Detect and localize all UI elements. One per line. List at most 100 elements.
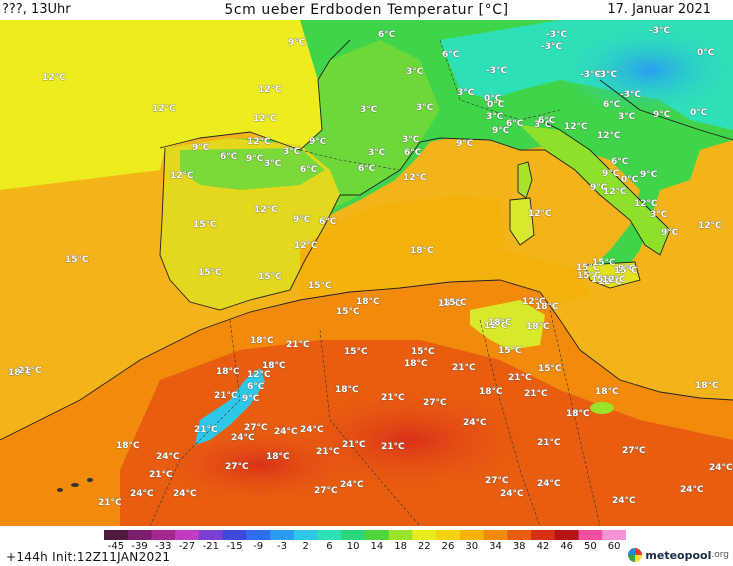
temperature-label: 6°C [358,164,376,174]
temperature-label: 9°C [618,264,636,274]
colorbar [104,530,626,540]
brand-globe-icon [628,548,643,562]
colorbar-segment [531,530,556,540]
colorbar-segment [317,530,342,540]
temperature-label: 18°C [479,387,503,397]
temperature-label: -3°C [649,26,671,36]
temperature-label: 15°C [308,281,332,291]
colorbar-segment [151,530,176,540]
temperature-label: 15°C [576,263,600,273]
temperature-label: 21°C [316,447,340,457]
temperature-label: 24°C [500,489,524,499]
temperature-label: 27°C [225,462,249,472]
temperature-label: 9°C [288,38,306,48]
corsica [518,162,532,198]
temperature-label: 15°C [65,255,89,265]
colorbar-tick-label: -39 [131,541,148,552]
temperature-label: 0°C [484,94,502,104]
temperature-label: 18°C [535,302,559,312]
island [87,478,93,482]
temperature-label: 21°C [98,498,122,508]
temperature-label: 9°C [602,169,620,179]
colorbar-tick-label: 26 [441,541,455,552]
temperature-label: 3°C [650,210,668,220]
temperature-label: 24°C [463,418,487,428]
temperature-label: 18°C [262,361,286,371]
colorbar-tick-label: 50 [584,541,597,552]
temperature-label: 21°C [149,470,173,480]
temperature-label: 21°C [18,366,42,376]
borders [149,39,601,526]
temperature-label: 15°C [498,346,522,356]
header-bar: ???, 13Uhr 5cm ueber Erdboden Temperatur… [0,0,733,20]
bay-of-biscay-region [0,20,322,190]
temperature-label: 18°C [410,246,434,256]
temperature-label: 24°C [537,479,561,489]
temperature-label: 3°C [406,67,424,77]
temperature-label: 21°C [524,389,548,399]
temperature-label: 15°C [614,266,638,276]
temperature-label: 3°C [360,105,378,115]
temperature-label: 21°C [194,425,218,435]
temperature-label: 3°C [618,112,636,122]
colorbar-tick-label: 18 [394,541,407,552]
temperature-label: 12°C [634,199,658,209]
colorbar-tick-label: -15 [226,541,243,552]
temperature-label: 12°C [528,209,552,219]
temperature-label: 9°C [653,110,671,120]
sicily [585,262,640,288]
colorbar-tick-label: -9 [253,541,264,552]
temperature-label: 12°C [564,122,588,132]
colorbar-tick-label: -3 [277,541,287,552]
temperature-label: 12°C [598,277,622,287]
temperature-label: 21°C [537,438,561,448]
temperature-label: 21°C [214,391,238,401]
colorbar-segment [365,530,390,540]
temperature-label: 15°C [592,258,616,268]
colorbar-tick-label: 34 [489,541,502,552]
colorbar-tick-label: -21 [202,541,219,552]
brand-tld: .org [711,550,729,560]
temperature-label: -3°C [541,42,563,52]
mediterranean-sea [300,195,590,305]
temperature-label: 9°C [640,170,658,180]
temperature-label: 12°C [603,187,627,197]
temperature-label: 21°C [508,373,532,383]
island [71,483,79,487]
temperature-label: 18°C [8,368,32,378]
colorbar-tick-label: -33 [155,541,172,552]
temperature-label: 24°C [300,425,324,435]
colorbar-segment [341,530,366,540]
island [57,488,63,492]
brand-logo[interactable]: meteopool .org [628,548,729,562]
temperature-label: 15°C [344,347,368,357]
temperature-label: 27°C [622,446,646,456]
temperature-label: 24°C [156,452,180,462]
colorbar-tick-label: -45 [107,541,125,552]
colorbar-tick-label: 42 [536,541,550,552]
temperature-label: 18°C [526,322,550,332]
temperature-label: 21°C [381,442,405,452]
temperature-label: 18°C [216,367,240,377]
hot-spot-libya [590,402,614,414]
init-time: +144h Init:12Z11JAN2021 [6,550,171,564]
temperature-label: 6°C [611,157,629,167]
temperature-label: 9°C [590,183,608,193]
temperature-label: 21°C [381,393,405,403]
colorbar-tick-label: -27 [178,541,196,552]
temperature-label: 27°C [485,476,509,486]
temperature-label: 12°C [484,321,508,331]
hot-core-west [150,425,370,505]
colorbar-segment [507,530,532,540]
temperature-label: 12°C [522,297,546,307]
temperature-label: 6°C [404,148,422,158]
temperature-label: 24°C [130,489,154,499]
colorbar-segment [222,530,247,540]
temperature-label: 27°C [423,398,447,408]
temperature-label: 0°C [621,175,639,185]
temperature-label: 3°C [457,88,475,98]
colorbar-segment [388,530,413,540]
temperature-label: 24°C [612,496,636,506]
temperature-label: 18°C [116,441,140,451]
